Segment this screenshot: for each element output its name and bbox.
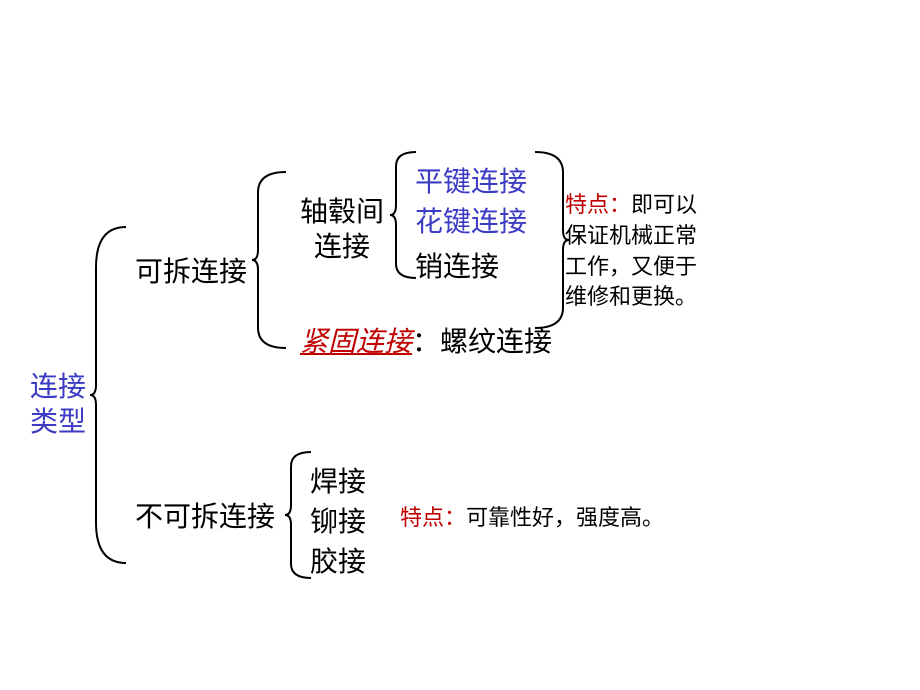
item-flat-key: 平键连接 [415, 160, 527, 200]
note1: 特点：即可以 保证机械正常 工作，又便于 维修和更换。 [565, 190, 697, 313]
note1-label: 特点： [565, 192, 631, 217]
note1-text3: 工作，又便于 [565, 252, 697, 283]
branch2-label: 不可拆连接 [135, 495, 275, 535]
note1-line1: 特点：即可以 [565, 190, 697, 221]
sub2-colon: ： [412, 327, 440, 358]
sub2-value: 螺纹连接 [440, 327, 552, 358]
item-rivet: 铆接 [310, 500, 366, 540]
note2-text: 可靠性好，强度高。 [466, 505, 664, 530]
sub1-line1: 轴毂间 [300, 195, 384, 230]
item-weld: 焊接 [310, 460, 366, 500]
branch1-label: 可拆连接 [135, 250, 247, 290]
sub1-label: 轴毂间 连接 [300, 195, 384, 265]
note2-label: 特点： [400, 505, 466, 530]
root-line1: 连接 [30, 370, 86, 405]
note1-text2: 保证机械正常 [565, 221, 697, 252]
note1-text1: 即可以 [631, 192, 697, 217]
note1-text4: 维修和更换。 [565, 282, 697, 313]
sub2-label: 紧固连接 [300, 327, 412, 358]
root-line2: 类型 [30, 405, 86, 440]
brace-root [90, 225, 130, 565]
sub1-line2: 连接 [300, 230, 384, 265]
item-spline: 花键连接 [415, 200, 527, 240]
note2: 特点：可靠性好，强度高。 [400, 500, 664, 532]
item-pin: 销连接 [415, 245, 499, 285]
brace-branch1 [252, 170, 292, 350]
root-label: 连接 类型 [30, 370, 86, 440]
sub2-row: 紧固连接：螺纹连接 [300, 320, 552, 360]
item-glue: 胶接 [310, 540, 366, 580]
